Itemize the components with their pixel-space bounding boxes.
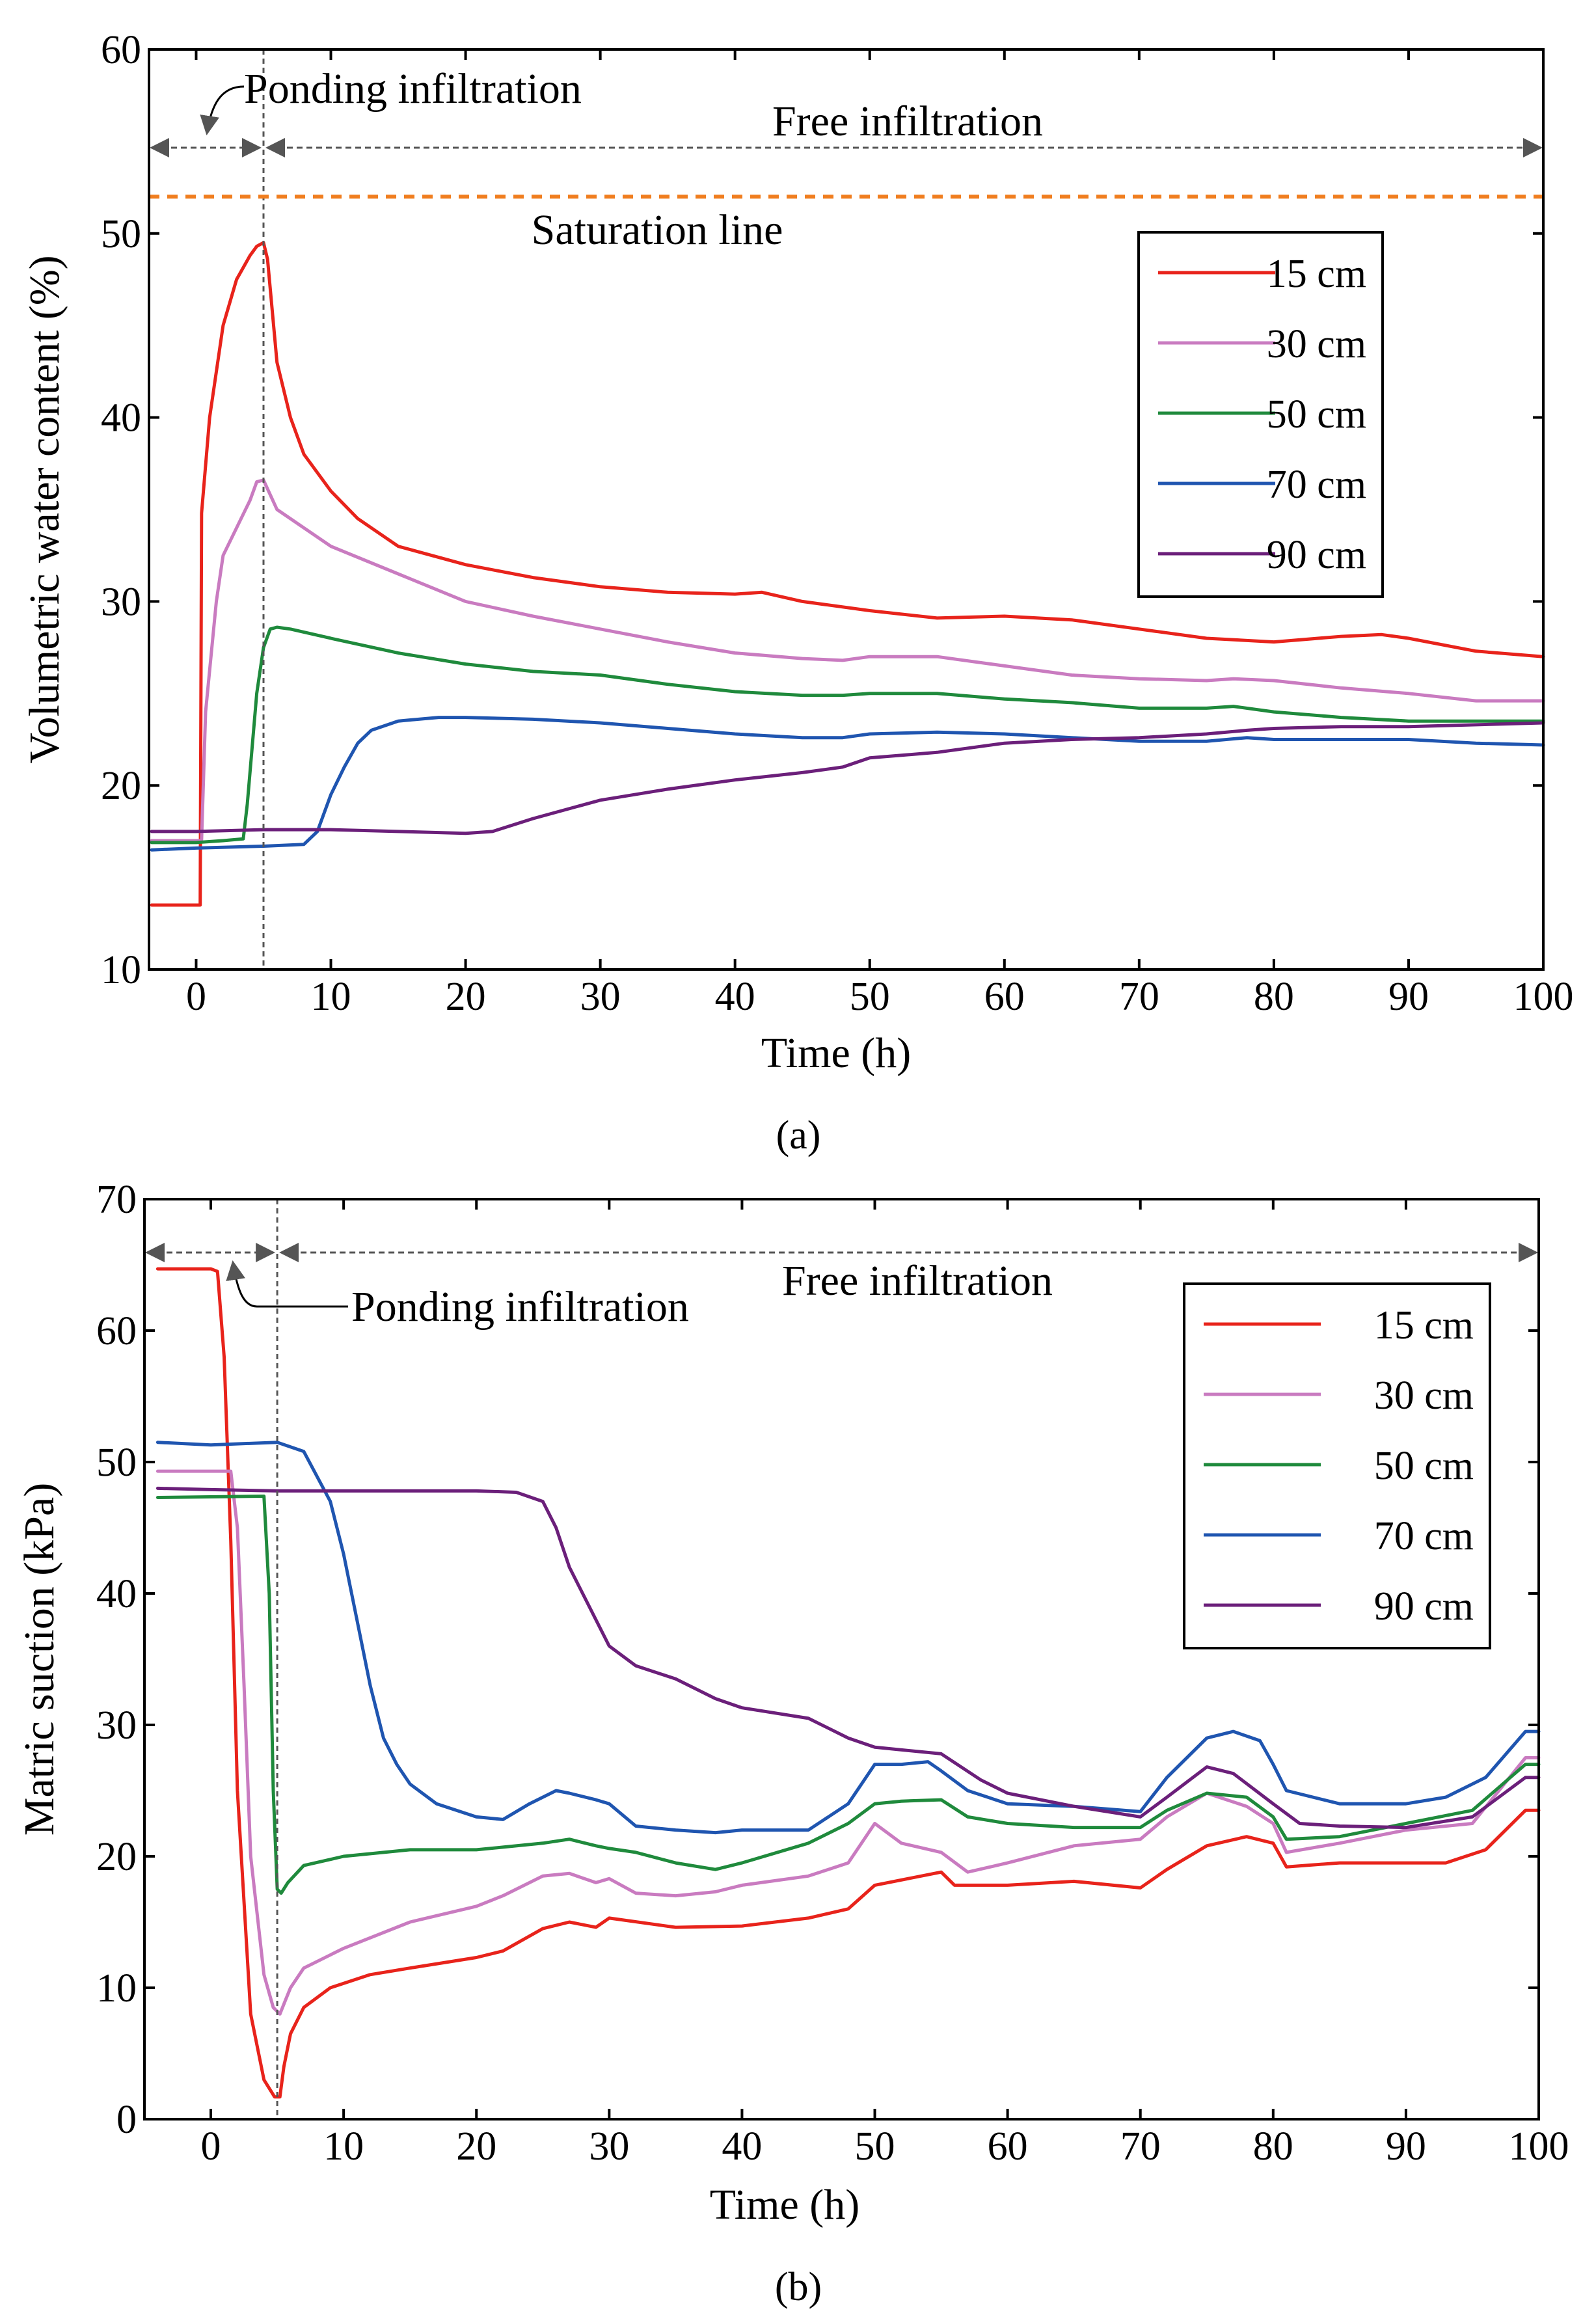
series-line-90-cm <box>150 721 1545 835</box>
y-tick-label: 30 <box>96 1703 137 1748</box>
ponding-pointer <box>200 85 245 135</box>
x-tick-label: 30 <box>580 975 621 1019</box>
x-tick-label: 60 <box>984 975 1025 1019</box>
ponding-pointer <box>226 1260 348 1308</box>
y-tick-label: 70 <box>96 1178 137 1222</box>
free-label: Free infiltration <box>782 1257 1053 1305</box>
x-tick-label: 40 <box>722 2124 762 2169</box>
series-line-30-cm <box>156 1469 1541 2016</box>
series-line-70-cm <box>150 716 1545 852</box>
legend-label: 30 cm <box>1374 1374 1474 1418</box>
y-tick-label: 10 <box>101 948 141 992</box>
panel-a-legend: 15 cm 30 cm 50 cm 70 cm 90 cm <box>1137 231 1384 598</box>
x-tick-label: 90 <box>1386 2124 1426 2169</box>
x-tick-label: 20 <box>456 2124 496 2169</box>
x-tick-label: 0 <box>201 2124 221 2169</box>
panel-b-y-axis-title: Matric suction (kPa) <box>16 1483 63 1836</box>
x-tick-label: 70 <box>1119 975 1159 1019</box>
ponding-label: Ponding infiltration <box>351 1283 689 1331</box>
x-tick-label: 90 <box>1388 975 1429 1019</box>
legend-label: 15 cm <box>1374 1303 1474 1348</box>
panel-a-chart: Saturation line Ponding infiltration Free … <box>21 28 1574 1158</box>
x-tick-label: 80 <box>1253 2124 1293 2169</box>
legend-label: 90 cm <box>1267 533 1366 577</box>
panel-b-plot-frame <box>143 1198 1540 2121</box>
panel-b-x-axis-title: Time (h) <box>710 2181 859 2229</box>
series-line-90-cm <box>156 1486 1541 1830</box>
x-tick-label: 70 <box>1120 2124 1161 2169</box>
series-line-70-cm <box>156 1441 1541 1835</box>
legend-label: 70 cm <box>1374 1514 1474 1558</box>
panel-b-legend: 15 cm 30 cm 50 cm 70 cm 90 cm <box>1183 1282 1491 1649</box>
x-tick-label: 20 <box>446 975 486 1019</box>
panel-b-caption: (b) <box>775 2265 822 2309</box>
panel-a-x-axis-title: Time (h) <box>761 1029 911 1077</box>
y-tick-label: 20 <box>96 1835 137 1879</box>
panel-b-chart: Ponding infiltration Free infiltration 0 1… <box>16 1178 1569 2309</box>
series-line-30-cm <box>150 478 1545 843</box>
y-tick-label: 40 <box>96 1572 137 1616</box>
y-tick-label: 50 <box>101 212 141 256</box>
y-tick-label: 60 <box>101 28 141 72</box>
series-line-50-cm <box>156 1495 1541 1895</box>
legend-label: 50 cm <box>1267 392 1366 437</box>
y-tick-label: 50 <box>96 1441 137 1485</box>
x-tick-label: 40 <box>715 975 755 1019</box>
legend-label: 30 cm <box>1267 322 1366 366</box>
x-tick-label: 100 <box>1513 975 1574 1019</box>
series-line-50-cm <box>150 625 1545 845</box>
y-tick-label: 60 <box>96 1309 137 1353</box>
series-line-15-cm <box>150 241 1545 907</box>
x-tick-label: 60 <box>988 2124 1028 2169</box>
saturation-label: Saturation line <box>532 206 783 254</box>
panel-a-plot-frame <box>148 48 1545 971</box>
panel-a-y-axis-title: Volumetric water content (%) <box>21 255 68 763</box>
x-tick-label: 80 <box>1254 975 1294 1019</box>
y-tick-label: 30 <box>101 580 141 624</box>
legend-label: 70 cm <box>1267 463 1366 507</box>
ponding-label: Ponding infiltration <box>244 65 582 113</box>
legend-label: 90 cm <box>1374 1584 1474 1629</box>
y-tick-label: 10 <box>96 1966 137 2011</box>
x-tick-label: 50 <box>855 2124 895 2169</box>
panel-a-caption: (a) <box>776 1113 821 1158</box>
x-tick-label: 50 <box>850 975 890 1019</box>
x-tick-label: 0 <box>186 975 206 1019</box>
series-line-15-cm <box>156 1267 1541 2099</box>
x-tick-label: 10 <box>323 2124 364 2169</box>
x-tick-label: 100 <box>1509 2124 1569 2169</box>
y-tick-label: 20 <box>101 764 141 808</box>
legend-label: 15 cm <box>1267 252 1366 296</box>
y-tick-label: 40 <box>101 396 141 440</box>
x-tick-label: 10 <box>311 975 351 1019</box>
x-tick-label: 30 <box>589 2124 629 2169</box>
legend-label: 50 cm <box>1374 1444 1474 1488</box>
y-tick-label: 0 <box>116 2098 137 2142</box>
free-label: Free infiltration <box>772 98 1043 145</box>
